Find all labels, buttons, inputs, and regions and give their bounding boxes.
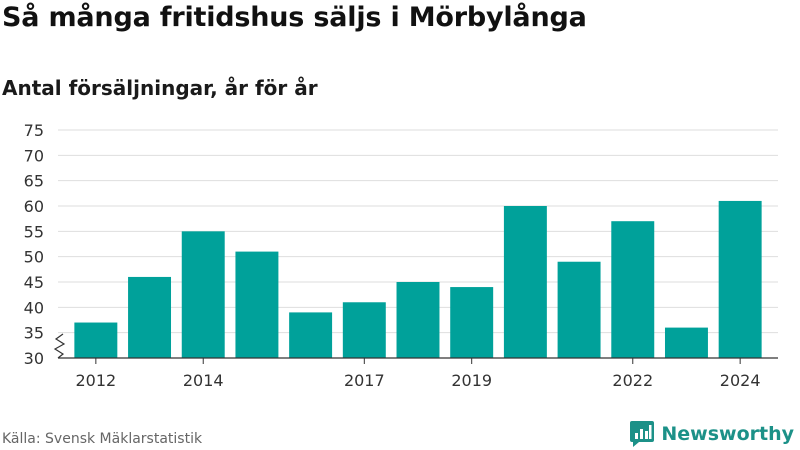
brand-name: Newsworthy	[661, 423, 794, 445]
x-tick-label: 2014	[183, 371, 224, 390]
bar	[450, 287, 494, 358]
bar	[718, 200, 762, 358]
y-tick-label: 55	[24, 222, 44, 241]
bar	[396, 282, 440, 358]
x-tick-label: 2012	[75, 371, 116, 390]
x-tick-label: 2022	[612, 371, 653, 390]
axis-break-icon	[53, 333, 66, 359]
brand-logo: Newsworthy	[629, 419, 794, 449]
y-tick-label: 70	[24, 146, 44, 165]
bar	[235, 251, 279, 358]
x-tick-label: 2017	[344, 371, 385, 390]
y-tick-label: 35	[24, 324, 44, 343]
y-tick-label: 60	[24, 197, 44, 216]
source-note: Källa: Svensk Mäklarstatistik	[2, 431, 203, 447]
x-tick-label: 2019	[451, 371, 492, 390]
y-tick-label: 50	[24, 248, 44, 267]
bar	[611, 221, 655, 358]
newsworthy-logo-icon	[630, 421, 655, 447]
bar	[503, 206, 547, 358]
bar	[128, 276, 172, 358]
bar	[181, 231, 225, 358]
x-tick-label: 2024	[720, 371, 761, 390]
y-tick-label: 40	[24, 298, 44, 317]
bar	[74, 322, 118, 358]
y-tick-label: 75	[24, 121, 44, 140]
y-tick-label: 65	[24, 172, 44, 191]
chart-title: Så många fritidshus säljs i Mörbylånga	[2, 2, 587, 33]
y-tick-label: 45	[24, 273, 44, 292]
chart-subtitle: Antal försäljningar, år för år	[2, 76, 318, 100]
y-tick-label: 30	[24, 349, 44, 368]
bar	[289, 312, 333, 358]
bar	[664, 327, 708, 358]
bar	[557, 261, 601, 358]
bar	[342, 302, 386, 358]
